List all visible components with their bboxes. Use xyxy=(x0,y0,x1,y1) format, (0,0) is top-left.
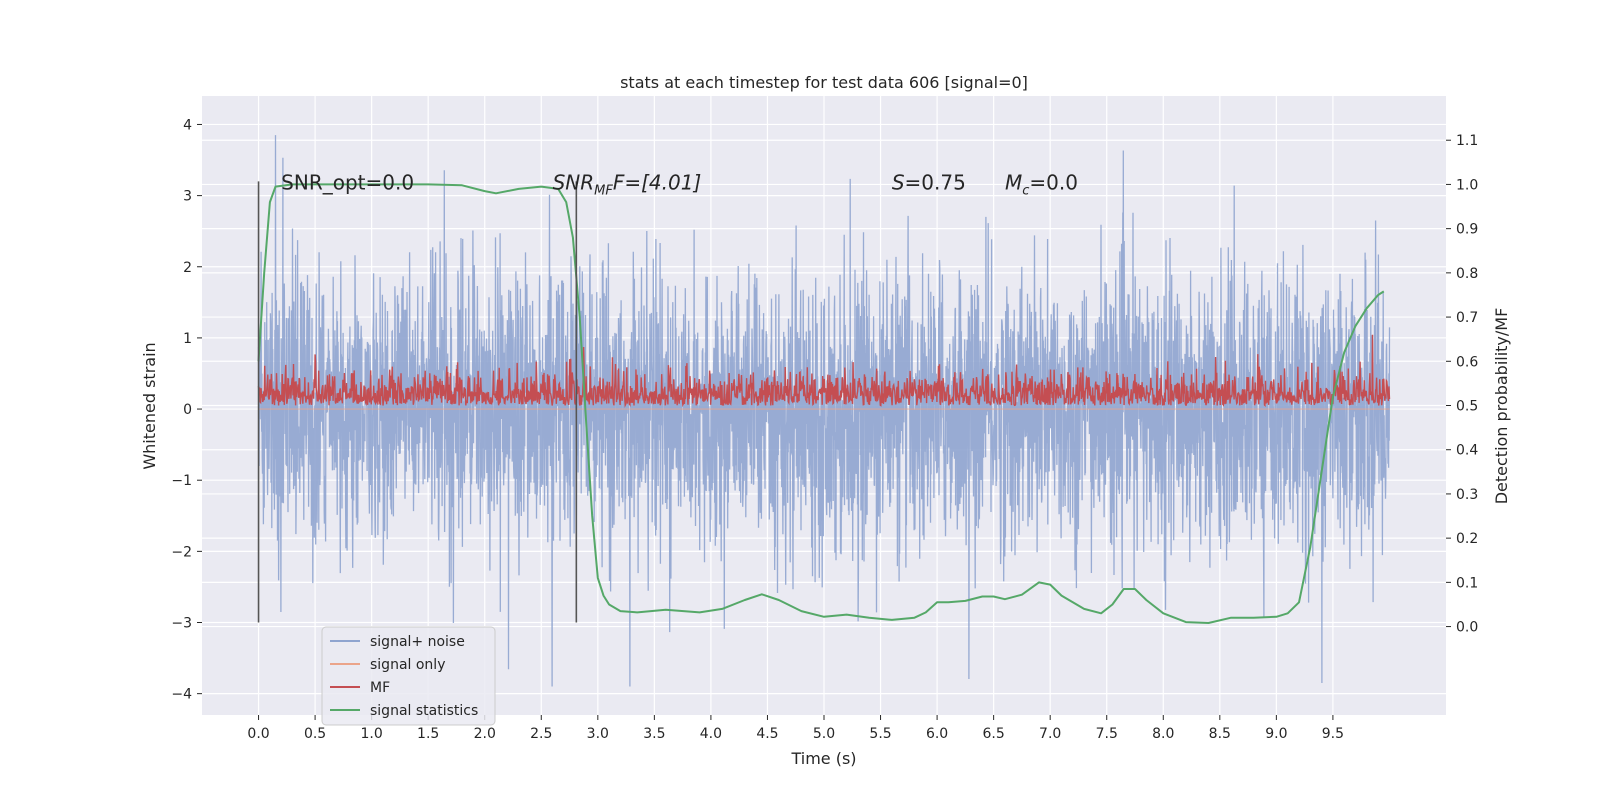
y-left-tick-label: 4 xyxy=(183,117,192,133)
y-right-tick-label: 0.0 xyxy=(1456,620,1478,636)
y-right-tick-label: 0.1 xyxy=(1456,575,1478,591)
series-signal-statistics xyxy=(257,183,1385,624)
x-tick-label: 5.5 xyxy=(869,726,891,742)
y-right-tick-label: 0.5 xyxy=(1456,399,1478,415)
y-right-tick-label: 0.3 xyxy=(1456,487,1478,503)
annotation-snr-mf: SNRMFF=[4.01] xyxy=(553,170,702,198)
x-tick-label: 3.0 xyxy=(587,726,609,742)
legend-box xyxy=(321,626,496,726)
y-right-tick-label: 0.6 xyxy=(1456,354,1478,370)
annotations-layer: SNR_opt=0.0 SNRMFF=[4.01] S=0.75 Mc=0.0 xyxy=(281,170,1078,198)
y-left-tick-label: −4 xyxy=(171,687,192,703)
legend-label: signal statistics xyxy=(370,703,478,719)
y-left-tick-label: 3 xyxy=(183,189,192,205)
annotation-value: =0.0 xyxy=(1029,170,1078,194)
y-right-tick-label: 0.4 xyxy=(1456,443,1478,459)
annotation-value: =0.75 xyxy=(905,170,966,194)
legend-label: MF xyxy=(370,680,390,696)
y-right-tick-label: 1.1 xyxy=(1456,133,1478,149)
annotation-text: S xyxy=(892,170,905,194)
x-tick-label: 5.0 xyxy=(813,726,835,742)
series-mf xyxy=(257,334,1391,408)
x-tick-label: 4.5 xyxy=(756,726,778,742)
x-tick-label: 7.5 xyxy=(1096,726,1118,742)
x-tick-label: 2.5 xyxy=(530,726,552,742)
y-right-tick-label: 0.7 xyxy=(1456,310,1478,326)
y-right-tick-label: 0.8 xyxy=(1456,266,1478,282)
annotation-text: M xyxy=(1005,170,1022,194)
x-tick-label: 6.5 xyxy=(983,726,1005,742)
annotation-text: SNR_opt=0.0 xyxy=(281,170,414,194)
annotation-text: SNR xyxy=(553,170,595,194)
chart-title: stats at each timestep for test data 606… xyxy=(620,73,1028,92)
y-left-tick-label: −3 xyxy=(171,616,192,632)
axes-layer: 0.0 0.5 1.0 1.5 2.0 2.5 3.0 3.5 4.0 4.5 5.0 5.5 6.0 6… xyxy=(171,117,1478,742)
x-tick-label: 9.5 xyxy=(1322,726,1344,742)
x-tick-label: 8.5 xyxy=(1209,726,1231,742)
y-left-tick-label: −1 xyxy=(171,473,192,489)
x-tick-label: 0.0 xyxy=(247,726,269,742)
series-layer xyxy=(257,135,1391,687)
y-left-tick-label: 1 xyxy=(183,331,192,347)
y-axis-label-right: Detection probability/MF xyxy=(1492,308,1511,505)
x-tick-label: 3.5 xyxy=(643,726,665,742)
annotation-mc: Mc=0.0 xyxy=(1005,170,1078,198)
y-axis-label-left: Whitened strain xyxy=(140,342,159,469)
y-right-tick-label: 0.9 xyxy=(1456,222,1478,238)
y-left-tick-label: 0 xyxy=(183,402,192,418)
x-tick-label: 8.0 xyxy=(1152,726,1174,742)
vline-layer xyxy=(257,181,578,623)
x-tick-label: 9.0 xyxy=(1265,726,1287,742)
annotation-s-stat: S=0.75 xyxy=(892,170,966,194)
legend: signal+ noise signal only MF signal statist… xyxy=(321,626,496,726)
annotation-snr-opt: SNR_opt=0.0 xyxy=(281,170,414,194)
x-tick-label: 1.0 xyxy=(361,726,383,742)
x-tick-label: 4.0 xyxy=(700,726,722,742)
annotation-value: F=[4.01] xyxy=(613,170,701,194)
x-axis-label: Time (s) xyxy=(790,749,856,768)
y-right-tick-label: 0.2 xyxy=(1456,531,1478,547)
y-left-tick-label: 2 xyxy=(183,260,192,276)
x-tick-label: 7.0 xyxy=(1039,726,1061,742)
annotation-subscript: c xyxy=(1022,183,1029,198)
x-tick-label: 6.0 xyxy=(926,726,948,742)
x-tick-label: 1.5 xyxy=(417,726,439,742)
y-right-tick-label: 1.0 xyxy=(1456,177,1478,193)
series-signal-noise xyxy=(257,135,1391,687)
legend-label: signal only xyxy=(370,657,445,673)
x-tick-label: 2.0 xyxy=(474,726,496,742)
x-tick-label: 0.5 xyxy=(304,726,326,742)
legend-label: signal+ noise xyxy=(370,634,465,650)
annotation-subscript: MF xyxy=(594,183,613,198)
y-left-tick-label: −2 xyxy=(171,544,192,560)
